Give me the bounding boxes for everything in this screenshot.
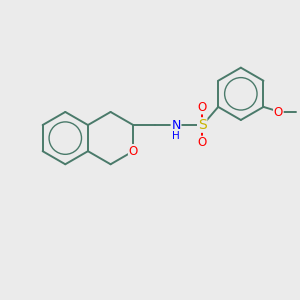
Text: O: O bbox=[129, 145, 138, 158]
Text: N: N bbox=[171, 118, 181, 131]
Text: O: O bbox=[198, 136, 207, 149]
Text: O: O bbox=[274, 106, 283, 119]
Text: S: S bbox=[198, 118, 207, 132]
Text: H: H bbox=[172, 131, 180, 141]
Text: O: O bbox=[198, 101, 207, 114]
